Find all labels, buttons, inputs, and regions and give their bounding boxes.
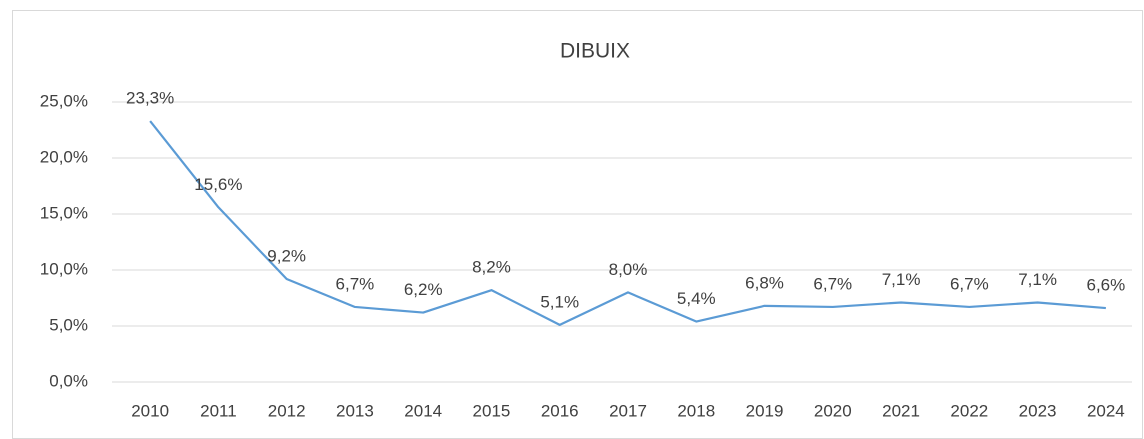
- data-label: 5,4%: [677, 289, 716, 308]
- chart-title: DIBUIX: [560, 40, 630, 63]
- x-tick-label: 2021: [882, 401, 920, 420]
- y-tick-label: 20,0%: [40, 147, 88, 166]
- x-tick-label: 2013: [336, 401, 374, 420]
- x-tick-label: 2020: [814, 401, 852, 420]
- x-tick-label: 2023: [1019, 401, 1057, 420]
- data-label: 8,0%: [609, 260, 648, 279]
- data-label: 15,6%: [194, 175, 242, 194]
- data-label: 6,6%: [1086, 276, 1125, 295]
- data-label: 8,2%: [472, 258, 511, 277]
- x-tick-label: 2016: [541, 401, 579, 420]
- data-label: 7,1%: [1018, 270, 1057, 289]
- data-label: 5,1%: [540, 292, 579, 311]
- data-label: 6,7%: [336, 274, 375, 293]
- y-tick-label: 25,0%: [40, 91, 88, 110]
- x-tick-label: 2011: [200, 401, 237, 420]
- x-tick-label: 2022: [950, 401, 988, 420]
- y-tick-label: 0,0%: [49, 371, 88, 390]
- data-label: 9,2%: [267, 246, 306, 265]
- y-tick-label: 15,0%: [40, 203, 88, 222]
- x-tick-label: 2024: [1087, 401, 1125, 420]
- data-label: 23,3%: [126, 89, 174, 108]
- y-tick-label: 5,0%: [49, 315, 88, 334]
- x-tick-label: 2017: [609, 401, 647, 420]
- line: [149, 120, 1106, 326]
- data-label: 6,8%: [745, 273, 784, 292]
- x-tick-label: 2019: [746, 401, 784, 420]
- data-label: 7,1%: [882, 270, 921, 289]
- x-tick-label: 2015: [473, 401, 511, 420]
- data-label: 6,2%: [404, 280, 443, 299]
- data-label: 6,7%: [813, 274, 852, 293]
- x-tick-label: 2018: [677, 401, 715, 420]
- y-tick-label: 10,0%: [40, 259, 88, 278]
- x-tick-label: 2012: [268, 401, 306, 420]
- x-tick-label: 2014: [404, 401, 442, 420]
- chart-border: [12, 10, 1143, 439]
- data-label: 6,7%: [950, 274, 989, 293]
- x-tick-label: 2010: [131, 401, 169, 420]
